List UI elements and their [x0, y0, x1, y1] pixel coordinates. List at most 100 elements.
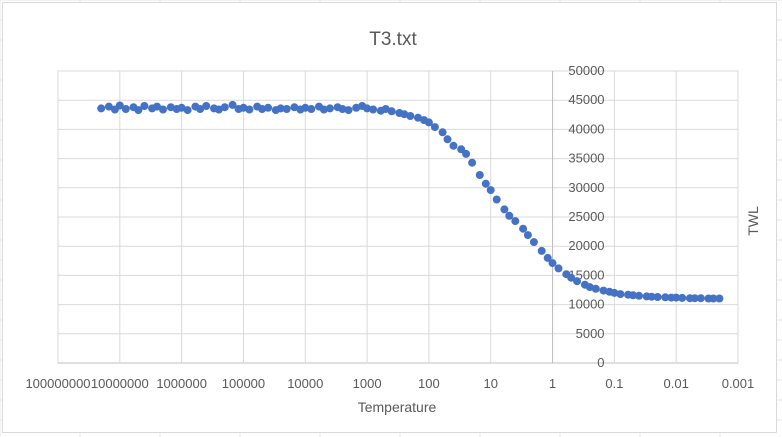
- data-point: [678, 293, 687, 302]
- data-point: [468, 158, 477, 167]
- data-point: [548, 259, 557, 268]
- data-point: [672, 293, 681, 302]
- chart-title: T3.txt: [369, 29, 417, 50]
- data-point: [307, 105, 316, 113]
- data-point: [696, 294, 705, 303]
- data-point: [338, 105, 347, 113]
- data-point: [543, 253, 552, 262]
- data-point: [481, 179, 490, 188]
- data-point: [653, 293, 662, 301]
- data-point: [387, 107, 396, 116]
- data-point: [443, 135, 452, 144]
- data-point: [301, 103, 310, 112]
- y-tick-label: 25000: [568, 209, 604, 224]
- data-point: [264, 103, 273, 112]
- data-point: [183, 106, 192, 115]
- data-point: [573, 277, 582, 286]
- data-point: [599, 286, 608, 295]
- data-point: [258, 105, 267, 113]
- data-point: [511, 217, 520, 226]
- x-tick-label: 100000000: [25, 376, 90, 391]
- data-point: [610, 288, 619, 297]
- y-tick-label: 40000: [568, 121, 604, 136]
- data-point: [523, 231, 532, 240]
- y-tick-label: 20000: [568, 238, 604, 253]
- data-point: [430, 123, 439, 132]
- data-point: [591, 284, 600, 293]
- data-point: [115, 101, 124, 110]
- data-point: [159, 105, 167, 114]
- data-point: [290, 103, 299, 112]
- data-point: [134, 106, 143, 115]
- data-point: [424, 118, 433, 127]
- x-tick-label: 100000: [222, 376, 265, 391]
- data-point: [690, 294, 699, 303]
- y-tick-label: 10000: [568, 297, 604, 312]
- x-tick-label: 10000000: [91, 376, 149, 391]
- data-point: [245, 105, 254, 114]
- data-point: [325, 104, 334, 113]
- data-point: [505, 211, 514, 220]
- data-point: [121, 105, 130, 113]
- data-points: [97, 100, 724, 303]
- chart-area[interactable]: 100000000 10000000 1000000 100000 10000 1000 1…: [2, 2, 777, 433]
- y-tick-label: 0: [597, 355, 604, 370]
- data-point: [196, 105, 205, 113]
- data-point: [381, 105, 390, 113]
- data-point: [97, 104, 106, 113]
- data-point: [529, 238, 538, 247]
- scatter-plot: 100000000 10000000 1000000 100000 10000 1000 1…: [25, 29, 761, 415]
- x-tick-label: 1: [549, 376, 556, 391]
- data-point: [616, 290, 625, 299]
- data-point: [486, 186, 495, 195]
- y-tick-label: 35000: [568, 151, 604, 166]
- data-point: [177, 103, 186, 112]
- data-point: [406, 112, 415, 120]
- y-axis-title: TWL: [745, 206, 761, 236]
- x-tick-label: 10: [483, 376, 497, 391]
- x-tick-label: 0.001: [722, 376, 755, 391]
- x-axis: 100000000 10000000 1000000 100000 10000 1000 1…: [25, 376, 754, 391]
- data-point: [554, 264, 563, 273]
- data-point: [635, 291, 643, 300]
- data-point: [519, 224, 528, 233]
- data-point: [202, 102, 211, 110]
- x-tick-label: 1000: [353, 376, 382, 391]
- x-tick-label: 1000000: [156, 376, 207, 391]
- data-point: [400, 110, 409, 119]
- data-point: [661, 293, 670, 302]
- y-tick-label: 30000: [568, 180, 604, 195]
- x-tick-label: 0.01: [664, 376, 689, 391]
- data-point: [585, 283, 594, 292]
- data-point: [629, 291, 637, 300]
- data-point: [276, 104, 285, 113]
- data-point: [475, 171, 484, 179]
- data-point: [537, 246, 546, 255]
- data-point: [352, 103, 361, 112]
- x-tick-label: 10000: [287, 376, 323, 391]
- data-point: [449, 141, 458, 150]
- data-point: [140, 102, 149, 110]
- x-tick-label: 0.1: [605, 376, 623, 391]
- y-tick-label: 50000: [568, 63, 604, 78]
- data-point: [344, 106, 353, 115]
- data-point: [462, 149, 471, 158]
- data-point: [414, 113, 422, 122]
- x-tick-label: 100: [418, 376, 440, 391]
- data-point: [153, 102, 161, 111]
- data-point: [647, 292, 656, 301]
- data-point: [438, 128, 447, 137]
- y-tick-label: 45000: [568, 92, 604, 107]
- data-point: [319, 105, 328, 114]
- data-point: [500, 205, 509, 214]
- data-point: [282, 105, 291, 113]
- data-point: [369, 105, 378, 114]
- data-point: [104, 102, 113, 111]
- data-point: [715, 294, 724, 303]
- data-point: [363, 104, 372, 113]
- data-point: [228, 100, 237, 109]
- data-point: [492, 195, 501, 204]
- data-point: [567, 273, 576, 282]
- y-axis: 0500010000150002000025000300003500040000…: [552, 63, 605, 370]
- data-point: [709, 294, 718, 303]
